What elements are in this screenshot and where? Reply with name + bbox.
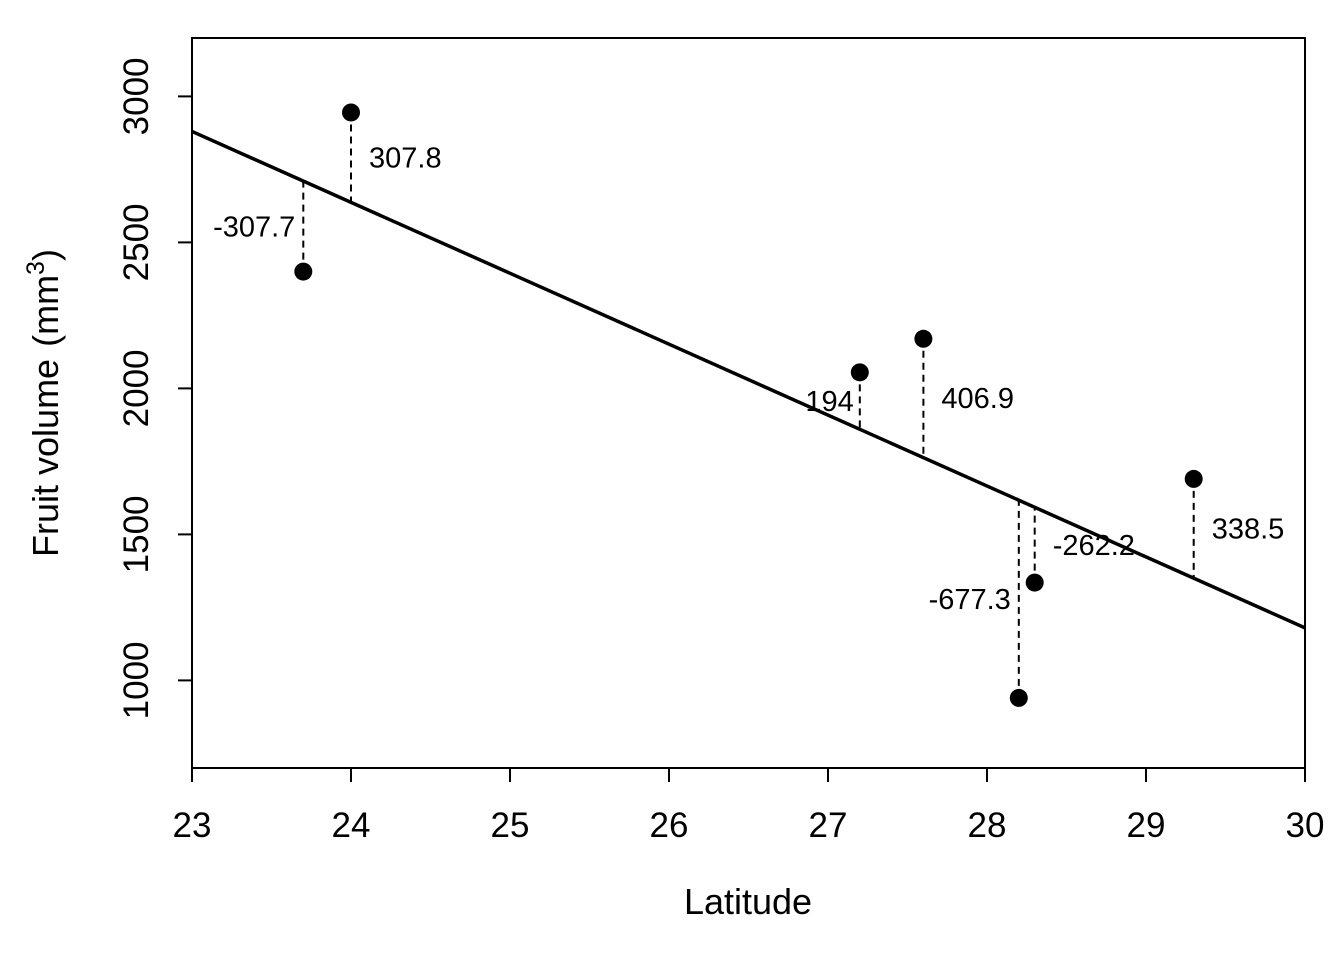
x-tick-label: 27	[809, 806, 848, 845]
plot-frame	[191, 37, 1306, 769]
y-axis-title: Fruit volume (mm3)	[22, 249, 66, 557]
residual-label: 194	[805, 386, 853, 418]
x-tick-label: 26	[650, 806, 689, 845]
regression-line-group	[191, 129, 1306, 630]
x-tick-label: 23	[173, 806, 212, 845]
residual-label: -677.3	[929, 584, 1011, 616]
regression-line	[191, 129, 1306, 630]
y-tick-label: 1500	[117, 495, 156, 573]
residual-label: 338.5	[1212, 514, 1285, 546]
residual-label: 406.9	[941, 383, 1014, 415]
y-axis-title-exponent: 3	[22, 261, 50, 275]
x-tick-label: 29	[1127, 806, 1166, 845]
x-axis: 23 24 25 26 27 28 29 30	[173, 768, 1325, 845]
data-point	[1184, 469, 1203, 488]
x-tick-label: 24	[332, 806, 371, 845]
y-axis-title-open-paren: (	[25, 335, 66, 347]
x-tick-label: 30	[1286, 806, 1325, 845]
y-axis-title-text: Fruit volume	[25, 359, 66, 557]
data-point	[1009, 688, 1028, 707]
residual-label: 307.8	[369, 142, 442, 174]
data-point	[1025, 573, 1044, 592]
y-tick-label: 2000	[117, 349, 156, 427]
y-axis: 1000 1500 2000 2500 3000	[117, 57, 192, 719]
data-point	[850, 363, 869, 382]
y-axis-title-close-paren: )	[25, 249, 66, 261]
x-tick-label: 28	[968, 806, 1007, 845]
x-tick-label: 25	[491, 806, 530, 845]
y-tick-label: 1000	[117, 641, 156, 719]
residual-label: -262.2	[1053, 530, 1135, 562]
y-tick-label: 2500	[117, 203, 156, 281]
data-point	[342, 103, 360, 122]
x-axis-title: Latitude	[684, 881, 812, 922]
residual-labels: -307.7 307.8 194 406.9 -677.3 -262.2 338.5	[213, 142, 1284, 616]
residual-lines	[302, 112, 1195, 698]
data-point	[294, 262, 313, 281]
y-axis-title-unit: mm	[25, 275, 66, 335]
residual-label: -307.7	[213, 211, 295, 243]
y-tick-label: 3000	[117, 57, 156, 135]
data-point	[914, 329, 933, 348]
data-points	[294, 103, 1203, 707]
